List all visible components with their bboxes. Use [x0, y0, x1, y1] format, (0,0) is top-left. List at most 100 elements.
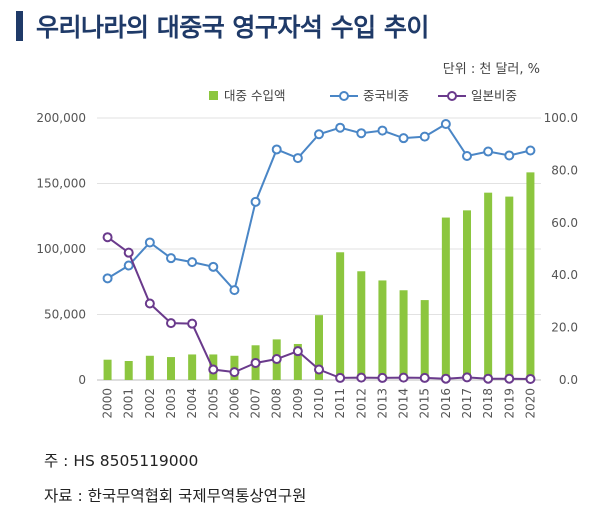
series-point: [144, 237, 155, 248]
series-point: [123, 247, 134, 258]
series-point: [462, 372, 472, 383]
bar: [145, 355, 154, 380]
bar: [526, 172, 535, 380]
series-point: [440, 373, 451, 384]
chart-note: 주 : HS 8505119000: [44, 452, 199, 470]
series-point: [102, 273, 113, 284]
series-point: [250, 196, 261, 207]
series-point: [187, 257, 198, 268]
chart-svg: 0 50,000 100,000 150,000 200,000 0.0 20.0 40.0 6…: [36, 88, 578, 419]
chart-source: 자료 : 한국무역협회 국제무역통상연구원: [44, 487, 307, 505]
bar: [124, 361, 133, 380]
series-point: [525, 145, 536, 156]
x-tick-label: 2011: [333, 388, 347, 419]
bar: [103, 359, 112, 380]
x-tick-label: 2012: [354, 388, 368, 419]
bar: [293, 343, 302, 380]
x-tick-label: 2018: [481, 388, 495, 419]
series-point: [356, 372, 367, 383]
x-tick-label: 2019: [502, 388, 516, 419]
legend-swatch-marker: [339, 91, 349, 101]
series-point: [208, 261, 219, 272]
bar: [315, 315, 323, 380]
bar: [336, 252, 345, 380]
y-right-tick-label: 40.0: [551, 268, 578, 282]
y-left-tick-label: 100,000: [36, 242, 86, 256]
series-point: [504, 150, 515, 161]
series-point: [271, 144, 282, 155]
legend-swatch-bar: [209, 91, 218, 100]
series-point: [166, 253, 176, 264]
series-point: [102, 232, 113, 243]
y-right-tick-label: 100.0: [544, 111, 578, 125]
series-point: [292, 346, 303, 357]
series-point: [144, 298, 155, 309]
x-tick-label: 2013: [375, 388, 389, 419]
series-point: [440, 119, 451, 130]
x-tick-label: 2003: [164, 388, 178, 419]
x-tick-label: 2016: [439, 388, 453, 419]
bar: [167, 357, 175, 380]
x-tick-label: 2020: [523, 388, 537, 419]
series-point: [208, 364, 219, 375]
series-point: [356, 128, 367, 139]
x-tick-label: 2015: [418, 388, 432, 419]
legend-swatch-marker: [447, 91, 457, 101]
series-point: [398, 133, 409, 144]
x-tick-label: 2006: [227, 388, 241, 419]
series-point: [187, 318, 198, 329]
legend-label: 일본비중: [471, 88, 517, 103]
series-point: [292, 153, 303, 164]
y-right-tick-label: 80.0: [551, 163, 578, 177]
series-point: [504, 373, 515, 384]
y-left-tick-label: 50,000: [44, 308, 86, 322]
series-point: [483, 373, 494, 384]
series-point: [462, 150, 472, 161]
series-point: [419, 372, 430, 383]
series-point: [398, 372, 409, 383]
x-tick-label: 2014: [397, 388, 411, 419]
series-point: [314, 129, 324, 140]
x-tick-label: 2004: [185, 388, 199, 419]
series-point: [525, 373, 536, 384]
legend-label: 대중 수입액: [224, 88, 285, 103]
series-point: [335, 372, 346, 383]
series-point: [419, 131, 430, 142]
chart-title: 우리나라의 대중국 영구자석 수입 추이: [36, 13, 429, 42]
bar: [420, 300, 429, 380]
legend-label: 중국비중: [363, 88, 409, 103]
x-tick-label: 2008: [270, 388, 284, 419]
series-point: [335, 122, 346, 133]
x-tick-label: 2009: [291, 388, 305, 419]
x-tick-label: 2000: [101, 388, 115, 419]
series-point: [377, 372, 388, 383]
series-point: [377, 125, 388, 136]
bar: [505, 196, 514, 380]
x-tick-label: 2001: [122, 388, 136, 419]
y-left-tick-label: 200,000: [36, 111, 86, 125]
y-right-tick-label: 0.0: [559, 373, 578, 387]
x-tick-label: 2005: [206, 388, 220, 419]
x-tick-label: 2017: [460, 388, 474, 419]
series-point: [229, 367, 240, 378]
y-right-tick-label: 60.0: [551, 216, 578, 230]
bar: [399, 290, 408, 380]
series-point: [271, 354, 282, 365]
bar: [463, 210, 471, 380]
x-tick-label: 2010: [312, 388, 326, 419]
bar: [188, 354, 197, 380]
unit-label: 단위 : 천 달러, %: [442, 62, 540, 77]
bar: [484, 192, 493, 380]
bar: [378, 280, 387, 380]
x-tick-label: 2007: [249, 388, 263, 419]
series-point: [314, 364, 324, 375]
x-tick-label: 2002: [143, 388, 157, 419]
y-left-tick-label: 0: [78, 373, 86, 387]
y-right-tick-label: 20.0: [551, 321, 578, 335]
bar: [441, 217, 450, 380]
title-accent-bar: [16, 11, 23, 41]
series-point: [250, 357, 261, 368]
series-point: [123, 260, 134, 271]
y-left-tick-label: 150,000: [36, 177, 86, 191]
